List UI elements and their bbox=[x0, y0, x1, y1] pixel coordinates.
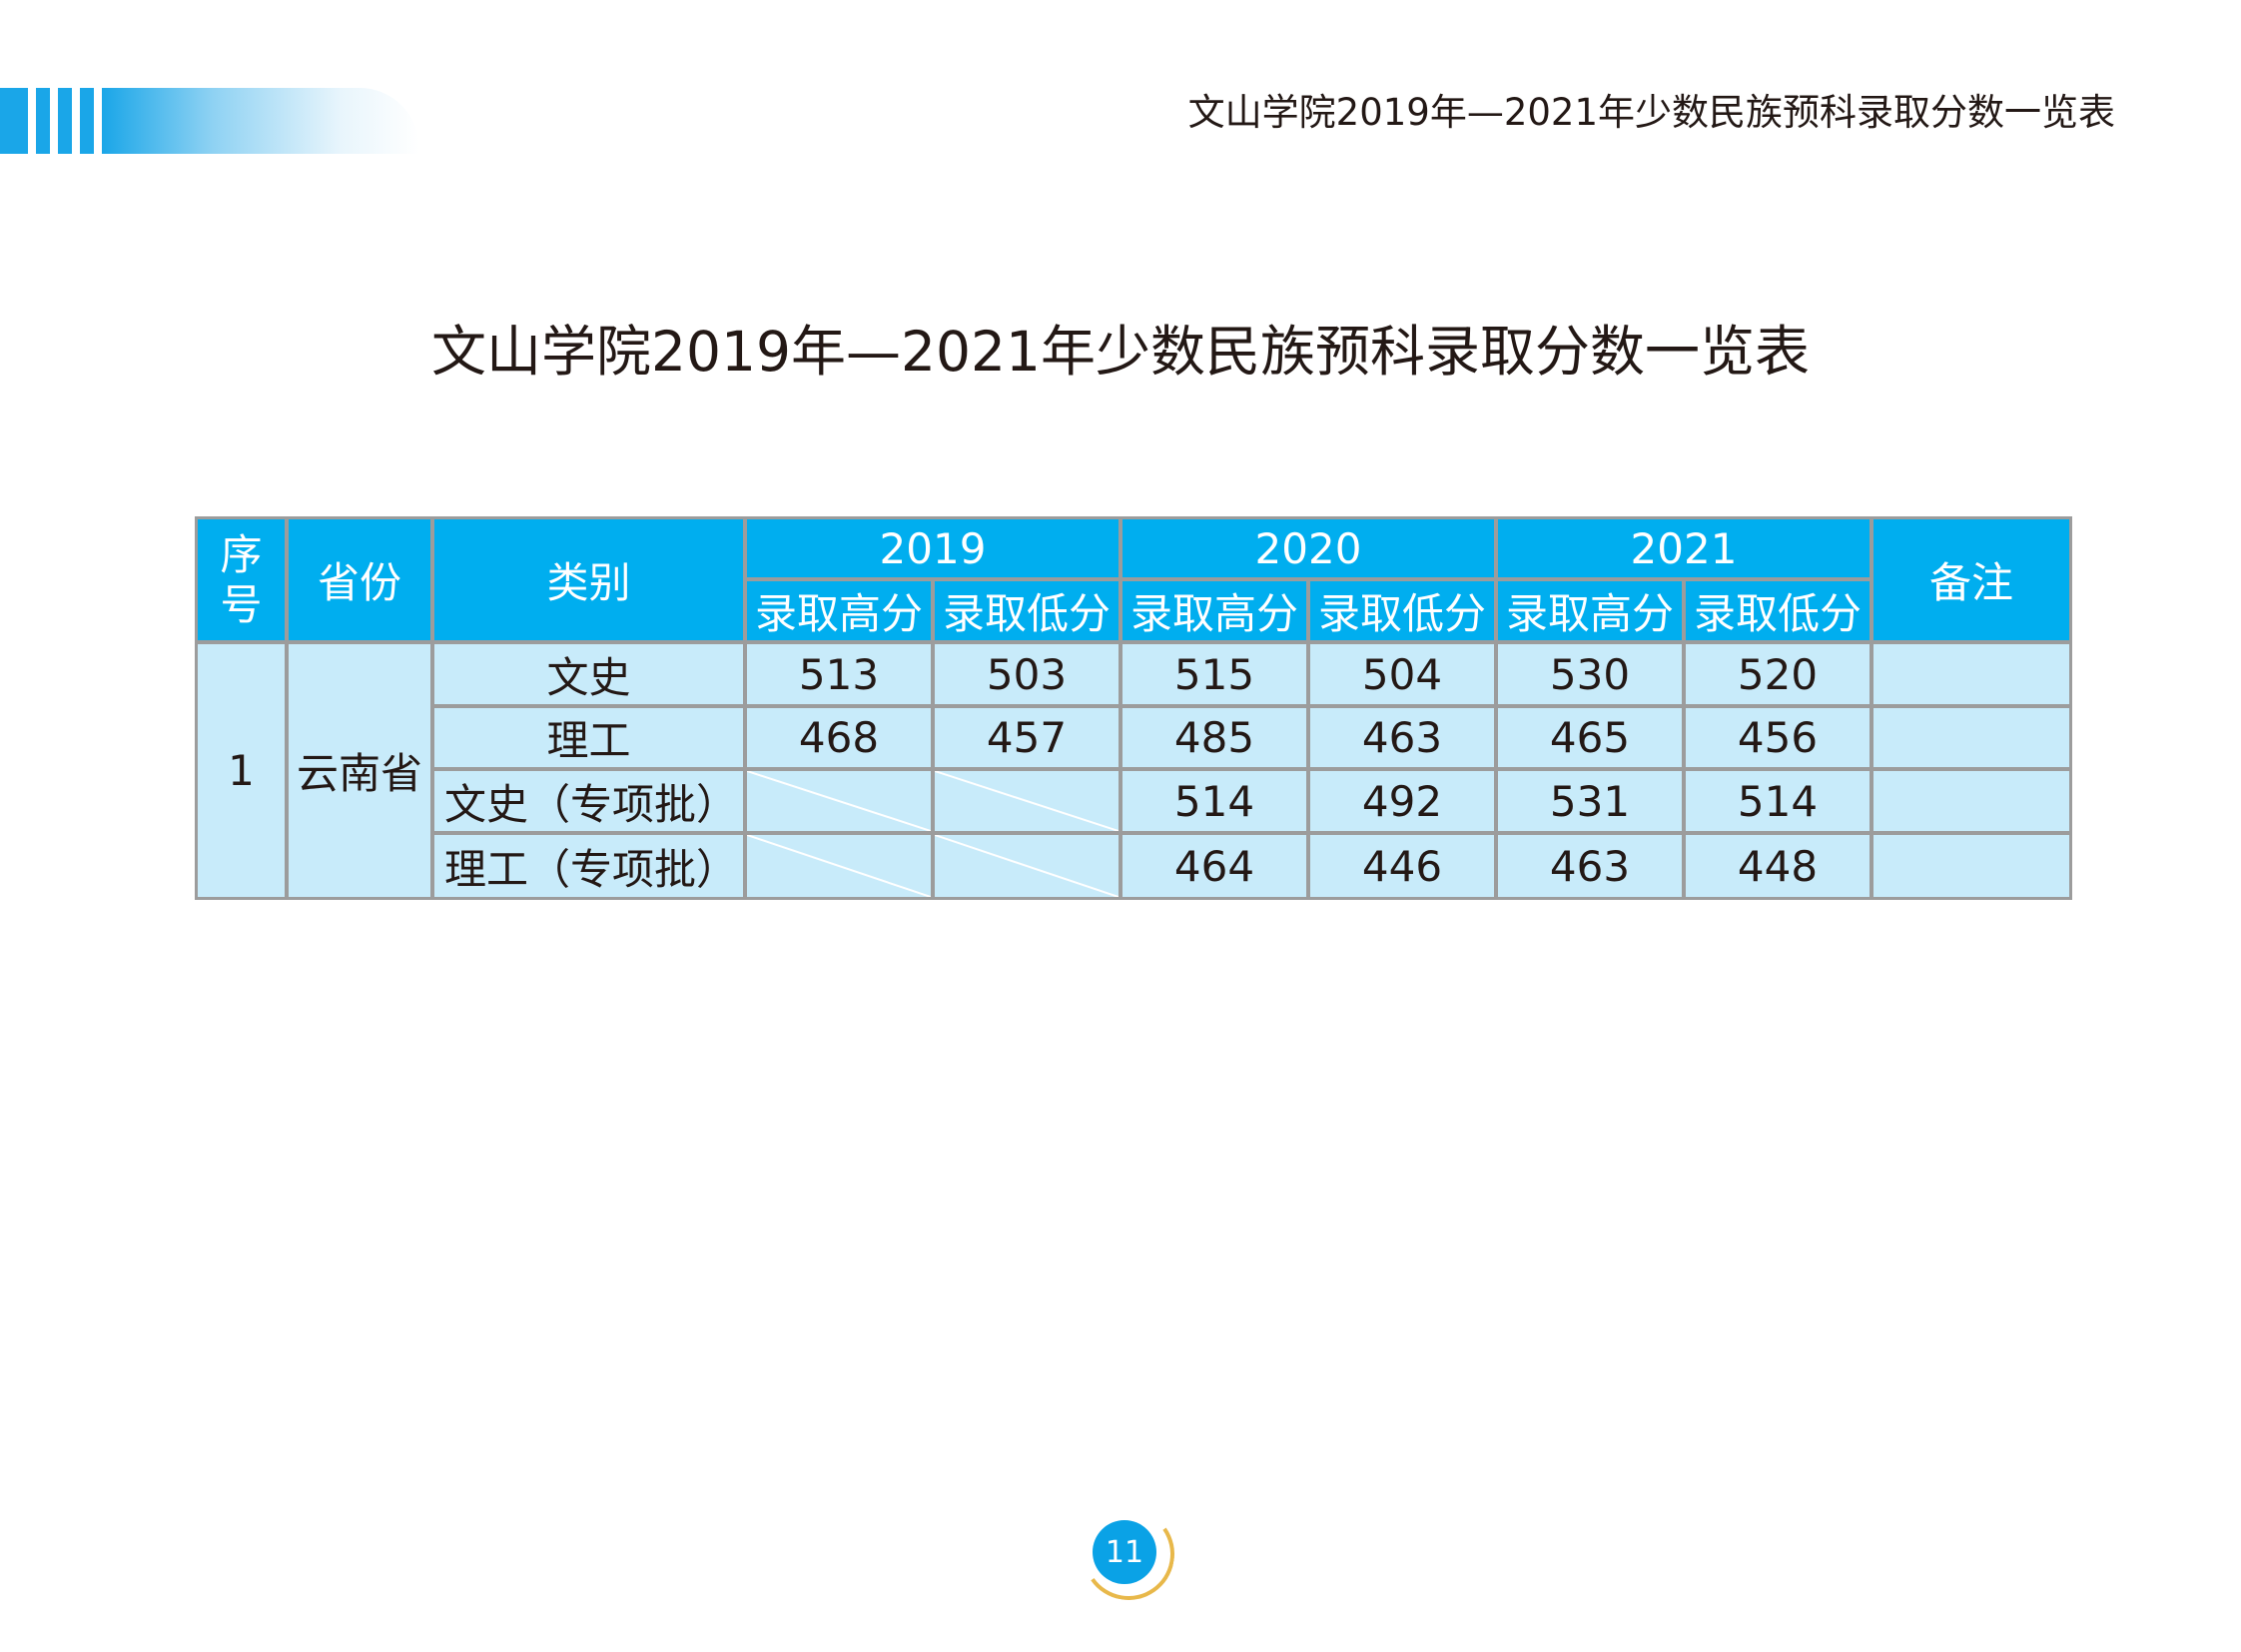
category-cell: 文史 bbox=[434, 644, 743, 704]
header-year-2021: 2021 bbox=[1498, 519, 1869, 577]
page-number-badge: 11 bbox=[1075, 1500, 1182, 1608]
remark-cell bbox=[1873, 644, 2069, 704]
header-2020-high: 录取高分 bbox=[1122, 581, 1306, 640]
remark-cell bbox=[1873, 708, 2069, 767]
score-cell: 504 bbox=[1310, 644, 1494, 704]
score-cell: 468 bbox=[747, 708, 931, 767]
category-cell: 理工 bbox=[434, 708, 743, 767]
empty-diagonal-cell bbox=[747, 835, 931, 897]
header-category: 类别 bbox=[434, 519, 743, 640]
header-decoration bbox=[0, 88, 419, 154]
score-cell: 448 bbox=[1686, 835, 1869, 897]
score-cell: 456 bbox=[1686, 708, 1869, 767]
score-cell: 457 bbox=[935, 708, 1119, 767]
remark-cell bbox=[1873, 835, 2069, 897]
header-province: 省份 bbox=[289, 519, 430, 640]
score-cell: 464 bbox=[1122, 835, 1306, 897]
score-cell: 463 bbox=[1498, 835, 1682, 897]
score-cell: 514 bbox=[1122, 771, 1306, 831]
score-cell: 531 bbox=[1498, 771, 1682, 831]
score-cell: 492 bbox=[1310, 771, 1494, 831]
header-year-2020: 2020 bbox=[1122, 519, 1494, 577]
score-cell: 530 bbox=[1498, 644, 1682, 704]
score-cell: 515 bbox=[1122, 644, 1306, 704]
province-cell: 云南省 bbox=[289, 644, 430, 897]
header-seq-bottom: 号 bbox=[220, 579, 263, 629]
empty-diagonal-cell bbox=[935, 771, 1119, 831]
score-cell: 513 bbox=[747, 644, 931, 704]
header-2019-high: 录取高分 bbox=[747, 581, 931, 640]
score-cell: 485 bbox=[1122, 708, 1306, 767]
header-remark: 备注 bbox=[1873, 519, 2069, 640]
header-2019-low: 录取低分 bbox=[935, 581, 1119, 640]
score-cell: 503 bbox=[935, 644, 1119, 704]
remark-cell bbox=[1873, 771, 2069, 831]
page-title: 文山学院2019年—2021年少数民族预科录取分数一览表 bbox=[431, 320, 1810, 384]
running-title: 文山学院2019年—2021年少数民族预科录取分数一览表 bbox=[1187, 91, 2115, 134]
seq-cell: 1 bbox=[198, 644, 285, 897]
score-cell: 514 bbox=[1686, 771, 1869, 831]
empty-diagonal-cell bbox=[935, 835, 1119, 897]
header-2020-low: 录取低分 bbox=[1310, 581, 1494, 640]
score-cell: 463 bbox=[1310, 708, 1494, 767]
empty-diagonal-cell bbox=[747, 771, 931, 831]
header-2021-low: 录取低分 bbox=[1686, 581, 1869, 640]
score-cell: 520 bbox=[1686, 644, 1869, 704]
category-cell: 理工（专项批） bbox=[434, 835, 743, 897]
score-cell: 465 bbox=[1498, 708, 1682, 767]
page-number: 11 bbox=[1093, 1520, 1156, 1584]
header-year-2019: 2019 bbox=[747, 519, 1119, 577]
score-cell: 446 bbox=[1310, 835, 1494, 897]
header-2021-high: 录取高分 bbox=[1498, 581, 1682, 640]
category-cell: 文史（专项批） bbox=[434, 771, 743, 831]
header-seq: 序 号 bbox=[198, 519, 285, 640]
admission-score-table: 序 号 省份 类别 2019 2020 2021 录取高分 录取低分 录取高分 … bbox=[195, 516, 2072, 900]
header-seq-top: 序 bbox=[220, 529, 263, 579]
